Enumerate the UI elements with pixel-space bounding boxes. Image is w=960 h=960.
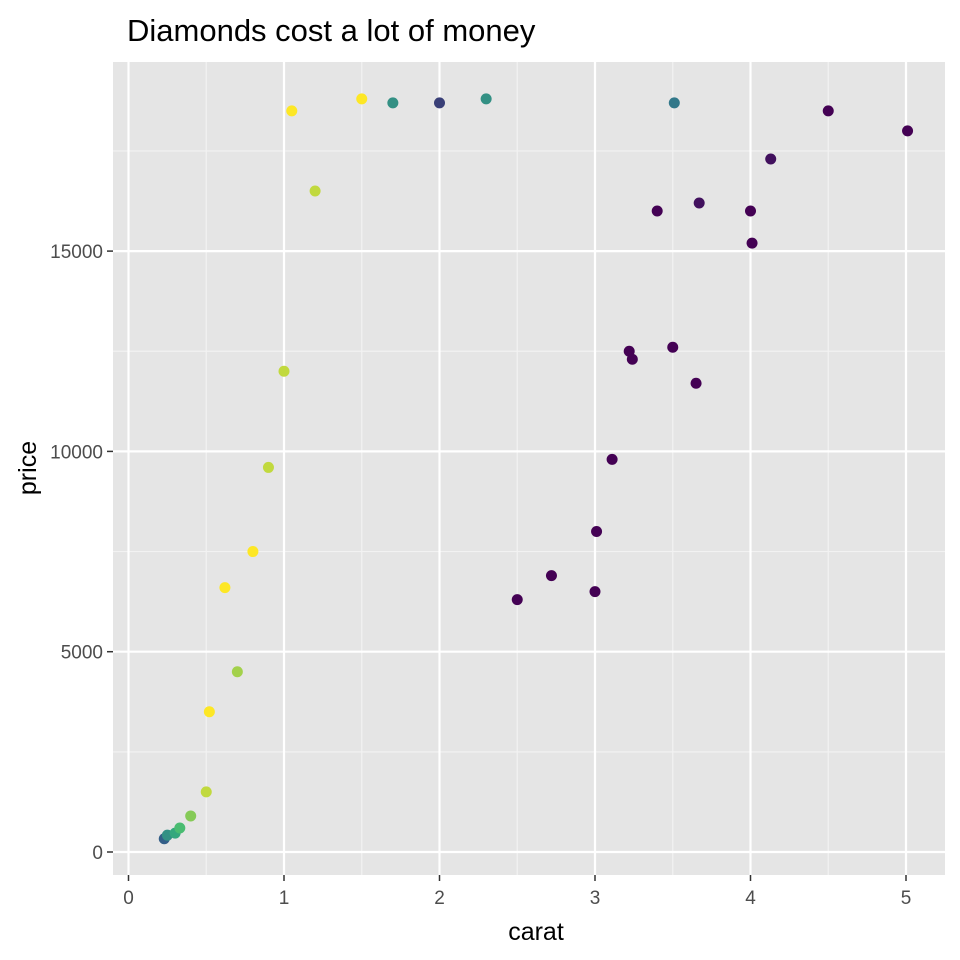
data-point — [606, 453, 618, 465]
x-tick-label: 2 — [434, 888, 445, 909]
data-point — [247, 546, 259, 558]
data-point — [262, 461, 274, 473]
x-tick-label: 3 — [590, 888, 601, 909]
data-point — [480, 93, 492, 105]
data-point — [219, 582, 231, 594]
data-point — [511, 594, 523, 606]
data-point — [668, 97, 680, 109]
data-point — [203, 706, 215, 718]
y-axis-ticks: 0 5000 10000 15000 — [50, 242, 113, 864]
x-axis-title: carat — [508, 918, 564, 946]
x-tick-label: 1 — [279, 888, 290, 909]
major-gridlines — [113, 62, 945, 875]
data-point — [902, 125, 914, 137]
data-point — [746, 237, 758, 249]
data-point — [667, 341, 679, 353]
data-point — [745, 205, 756, 217]
y-tick-label: 0 — [92, 843, 103, 864]
data-point — [185, 810, 197, 822]
data-point — [231, 666, 243, 678]
data-point — [200, 786, 212, 798]
data-point — [690, 377, 702, 389]
data-point — [765, 153, 777, 165]
chart-title: Diamonds cost a lot of money — [127, 13, 536, 48]
data-point — [589, 586, 601, 598]
y-tick-label: 10000 — [50, 442, 103, 463]
data-point — [651, 205, 663, 217]
data-point — [693, 197, 705, 209]
x-tick-label: 0 — [123, 888, 134, 909]
y-axis-title: price — [14, 441, 42, 495]
y-tick-label: 15000 — [50, 242, 103, 263]
data-point — [387, 97, 399, 109]
x-tick-label: 4 — [745, 888, 756, 909]
plot-panel — [113, 62, 945, 875]
x-tick-label: 5 — [901, 888, 912, 909]
data-point — [434, 97, 445, 109]
data-points — [158, 93, 914, 845]
data-point — [309, 185, 321, 197]
data-point — [356, 93, 368, 105]
data-point — [822, 105, 834, 117]
data-point — [278, 365, 290, 377]
data-point — [591, 526, 603, 538]
data-point — [545, 570, 557, 582]
y-tick-label: 5000 — [61, 643, 103, 664]
data-point — [174, 822, 186, 834]
data-point — [286, 105, 298, 117]
x-axis-ticks: 0 1 2 3 4 5 — [123, 875, 911, 909]
data-point — [626, 353, 638, 365]
